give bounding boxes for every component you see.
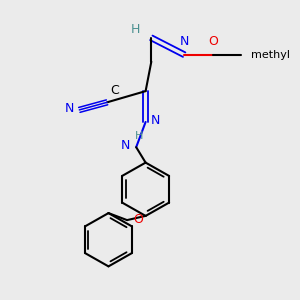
Text: N: N	[151, 114, 160, 127]
Text: N: N	[180, 35, 189, 49]
Text: O: O	[133, 213, 142, 226]
Text: methyl: methyl	[251, 50, 290, 60]
Text: N: N	[121, 139, 130, 152]
Text: H: H	[134, 131, 143, 141]
Text: C: C	[110, 84, 119, 97]
Text: N: N	[65, 102, 74, 115]
Text: H: H	[131, 23, 140, 36]
Text: O: O	[208, 35, 218, 49]
